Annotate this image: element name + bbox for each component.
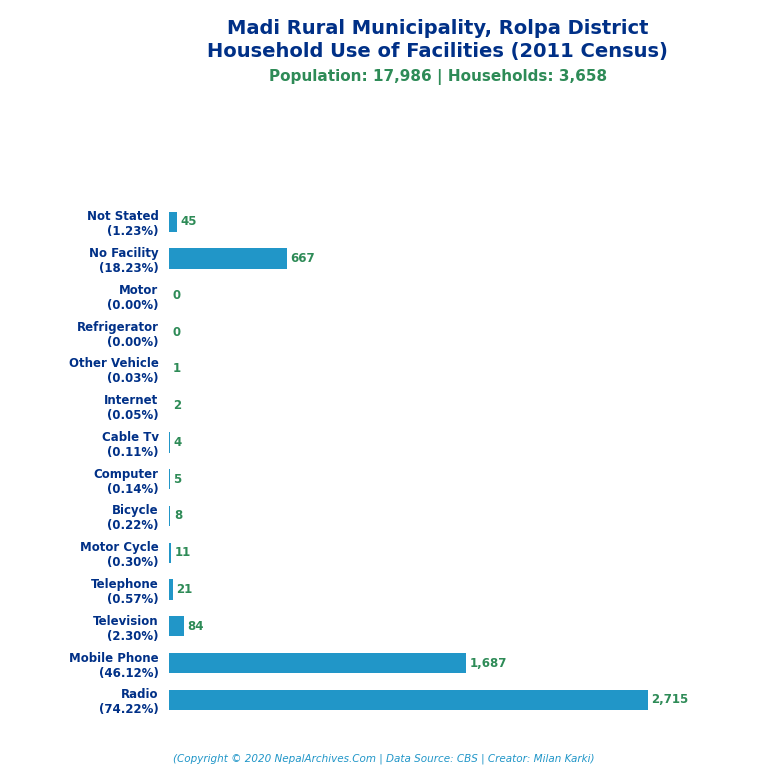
Text: 11: 11: [174, 546, 190, 559]
Text: 4: 4: [174, 436, 181, 449]
Bar: [169, 543, 171, 563]
Text: 1,687: 1,687: [470, 657, 507, 670]
Bar: [169, 653, 466, 674]
Text: Household Use of Facilities (2011 Census): Household Use of Facilities (2011 Census…: [207, 42, 668, 61]
Bar: [169, 212, 177, 232]
Text: Madi Rural Municipality, Rolpa District: Madi Rural Municipality, Rolpa District: [227, 19, 648, 38]
Text: 8: 8: [174, 509, 182, 522]
Bar: [169, 506, 170, 526]
Text: 2,715: 2,715: [651, 694, 688, 707]
Bar: [169, 248, 286, 269]
Text: 5: 5: [174, 472, 181, 485]
Text: 84: 84: [187, 620, 204, 633]
Bar: [169, 469, 170, 489]
Bar: [169, 616, 184, 637]
Text: 21: 21: [176, 583, 193, 596]
Text: 1: 1: [173, 362, 180, 376]
Text: 0: 0: [173, 289, 180, 302]
Text: 2: 2: [173, 399, 181, 412]
Text: 45: 45: [180, 215, 197, 228]
Text: Population: 17,986 | Households: 3,658: Population: 17,986 | Households: 3,658: [269, 69, 607, 85]
Text: 0: 0: [173, 326, 180, 339]
Text: (Copyright © 2020 NepalArchives.Com | Data Source: CBS | Creator: Milan Karki): (Copyright © 2020 NepalArchives.Com | Da…: [174, 753, 594, 764]
Bar: [169, 579, 173, 600]
Text: 667: 667: [290, 252, 315, 265]
Bar: [169, 690, 647, 710]
